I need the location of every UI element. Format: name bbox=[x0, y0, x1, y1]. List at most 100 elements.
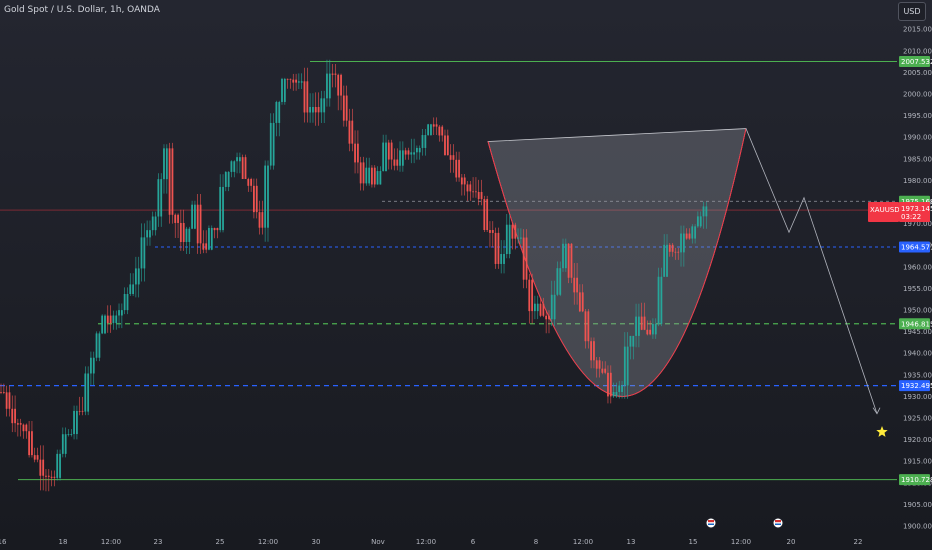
flag-stripe bbox=[775, 520, 781, 523]
candle-body bbox=[452, 155, 455, 160]
candle-body bbox=[573, 277, 576, 293]
candle-body bbox=[118, 310, 120, 316]
level-price-tag bbox=[899, 318, 930, 330]
candle-body bbox=[514, 224, 517, 239]
candle-body bbox=[609, 372, 612, 397]
level-price-tag bbox=[899, 55, 930, 67]
x-tick-label: Nov bbox=[371, 538, 385, 546]
candle-body bbox=[337, 74, 340, 96]
candle-body bbox=[410, 152, 413, 155]
candle-body bbox=[129, 284, 132, 294]
candle-body bbox=[371, 167, 373, 185]
candle-body bbox=[134, 268, 137, 285]
candle-body bbox=[210, 227, 213, 250]
candle-body bbox=[626, 346, 629, 386]
x-tick-label: 12:00 bbox=[416, 538, 436, 546]
candle-body bbox=[590, 341, 592, 361]
x-tick-label: 18 bbox=[59, 538, 68, 546]
candle-body bbox=[165, 148, 168, 180]
candle-body bbox=[67, 434, 70, 435]
candle-body bbox=[393, 159, 396, 166]
candle-body bbox=[632, 335, 635, 347]
candle-body bbox=[415, 147, 418, 153]
candle-body bbox=[604, 368, 607, 373]
flag-stripe bbox=[708, 520, 714, 523]
currency-button[interactable]: USD bbox=[898, 2, 926, 21]
candle-body bbox=[607, 372, 609, 397]
candle-body bbox=[494, 232, 497, 264]
level-price-tag bbox=[899, 380, 930, 392]
y-tick-label: 1940.000 bbox=[903, 350, 932, 358]
candle-body bbox=[306, 81, 309, 113]
y-tick-label: 2015.000 bbox=[903, 26, 932, 34]
candle-body bbox=[562, 243, 564, 269]
candle-body bbox=[376, 171, 379, 185]
candle-body bbox=[477, 191, 480, 200]
candle-body bbox=[154, 216, 157, 231]
candle-body bbox=[601, 368, 604, 373]
x-tick-label: 22 bbox=[854, 538, 863, 546]
candle-body bbox=[497, 232, 500, 264]
candle-body bbox=[216, 227, 219, 231]
candle-body bbox=[483, 199, 486, 231]
candle-body bbox=[449, 155, 452, 160]
level-price-tag bbox=[899, 241, 930, 253]
candle-body bbox=[691, 226, 694, 239]
candle-body bbox=[33, 455, 36, 460]
candle-body bbox=[168, 148, 171, 215]
level-price-label: 1975.168 bbox=[901, 198, 932, 206]
candle-body bbox=[104, 315, 106, 334]
candle-body bbox=[45, 475, 47, 477]
candle-body bbox=[95, 333, 98, 358]
candle-body bbox=[317, 106, 320, 113]
candle-body bbox=[359, 162, 362, 184]
y-tick-label: 2005.000 bbox=[903, 69, 932, 77]
candle-body bbox=[373, 167, 376, 185]
candle-body bbox=[326, 73, 328, 99]
candle-body bbox=[87, 373, 90, 412]
candle-body bbox=[598, 360, 601, 369]
candle-body bbox=[109, 315, 112, 324]
candle-body bbox=[500, 254, 503, 264]
y-tick-label: 1995.000 bbox=[903, 112, 932, 120]
candle-body bbox=[185, 228, 188, 243]
candle-body bbox=[92, 357, 95, 374]
candle-body bbox=[444, 135, 446, 156]
candle-body bbox=[123, 293, 126, 311]
level-price-label: 2007.532 bbox=[901, 58, 932, 66]
candle-body bbox=[328, 73, 331, 99]
candle-body bbox=[0, 392, 2, 393]
candle-body bbox=[385, 142, 387, 172]
candle-body bbox=[682, 233, 685, 253]
candle-body bbox=[694, 226, 697, 239]
candle-body bbox=[657, 276, 660, 324]
candle-body bbox=[253, 185, 255, 213]
candle-body bbox=[132, 284, 135, 294]
candle-body bbox=[612, 391, 615, 397]
candle-body bbox=[194, 204, 196, 229]
candle-body bbox=[286, 78, 289, 80]
candle-body bbox=[205, 243, 208, 250]
candle-body bbox=[556, 268, 559, 295]
candle-body bbox=[424, 135, 427, 148]
candle-body bbox=[674, 251, 677, 253]
candle-body bbox=[680, 233, 682, 253]
candle-body bbox=[615, 391, 618, 397]
candle-body bbox=[362, 162, 365, 184]
candle-body bbox=[250, 179, 253, 186]
candle-body bbox=[56, 453, 59, 478]
candle-body bbox=[208, 227, 210, 250]
symbol-title: Gold Spot / U.S. Dollar, 1h, OANDA bbox=[4, 5, 160, 15]
candle-body bbox=[578, 292, 581, 312]
cup-pattern-outline bbox=[487, 128, 747, 397]
candle-body bbox=[618, 385, 621, 392]
candle-body bbox=[334, 73, 337, 75]
candle-body bbox=[643, 316, 646, 330]
y-tick-label: 1925.000 bbox=[903, 415, 932, 423]
candle-body bbox=[387, 142, 390, 160]
candle-body bbox=[460, 177, 463, 185]
candle-body bbox=[489, 230, 491, 233]
current-price-tag bbox=[899, 202, 930, 223]
candle-body bbox=[112, 315, 115, 324]
